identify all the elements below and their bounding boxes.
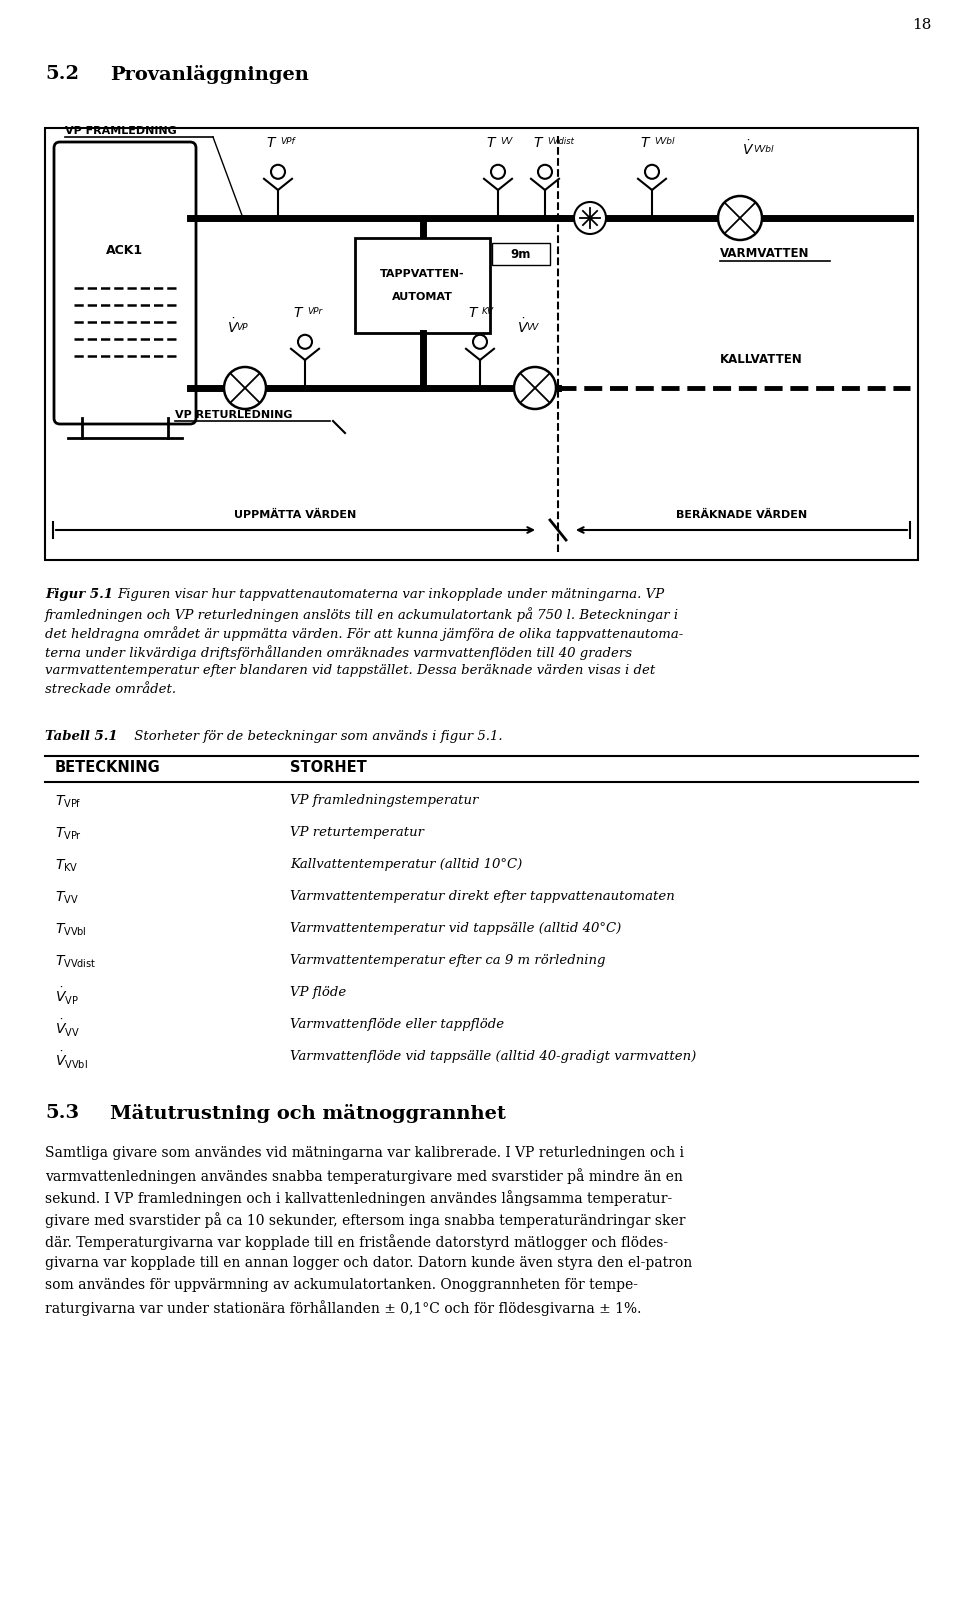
Circle shape: [574, 202, 606, 234]
Circle shape: [645, 165, 659, 179]
Circle shape: [718, 197, 762, 240]
Text: Samtliga givare som användes vid mätningarna var kalibrerade. I VP returledninge: Samtliga givare som användes vid mätning…: [45, 1145, 684, 1160]
Text: VV: VV: [526, 323, 539, 332]
Circle shape: [538, 165, 552, 179]
Text: KV: KV: [482, 306, 494, 316]
Text: $T$: $T$: [266, 135, 277, 150]
Circle shape: [271, 165, 285, 179]
Text: Figur 5.1: Figur 5.1: [45, 589, 118, 602]
Text: Varmvattentemperatur efter ca 9 m rörledning: Varmvattentemperatur efter ca 9 m rörled…: [290, 953, 606, 968]
Text: $T_{\mathrm{KV}}$: $T_{\mathrm{KV}}$: [55, 858, 79, 874]
Text: VPr: VPr: [307, 306, 323, 316]
Text: VARMVATTEN: VARMVATTEN: [720, 247, 809, 260]
Text: $T$: $T$: [533, 135, 544, 150]
Text: $\dot{V}_{\mathrm{VV}}$: $\dot{V}_{\mathrm{VV}}$: [55, 1018, 80, 1039]
Text: $T_{\mathrm{VPr}}$: $T_{\mathrm{VPr}}$: [55, 826, 82, 842]
Text: Provanläggningen: Provanläggningen: [110, 65, 309, 84]
Text: BERÄKNADE VÄRDEN: BERÄKNADE VÄRDEN: [676, 510, 807, 519]
Text: $T_{\mathrm{VVdist}}$: $T_{\mathrm{VVdist}}$: [55, 953, 96, 971]
Text: terna under likvärdiga driftsförhållanden omräknades varmvattenflöden till 40 gr: terna under likvärdiga driftsförhållande…: [45, 645, 632, 660]
Text: STORHET: STORHET: [290, 760, 367, 774]
Text: Varmvattenflöde vid tappsälle (alltid 40-gradigt varmvatten): Varmvattenflöde vid tappsälle (alltid 40…: [290, 1050, 696, 1063]
Text: Figuren visar hur tappvattenautomaterna var inkopplade under mätningarna. VP: Figuren visar hur tappvattenautomaterna …: [117, 589, 664, 602]
Text: $T_{\mathrm{VPf}}$: $T_{\mathrm{VPf}}$: [55, 794, 82, 810]
Text: BETECKNING: BETECKNING: [55, 760, 160, 774]
Circle shape: [473, 336, 487, 348]
Bar: [492, 244, 550, 265]
Text: UPPMÄTTA VÄRDEN: UPPMÄTTA VÄRDEN: [234, 510, 356, 519]
Circle shape: [224, 368, 266, 410]
Text: Tabell 5.1: Tabell 5.1: [45, 731, 118, 744]
Text: VVdist: VVdist: [547, 137, 574, 147]
Text: $T$: $T$: [639, 135, 651, 150]
Text: sekund. I VP framledningen och i kallvattenledningen användes långsamma temperat: sekund. I VP framledningen och i kallvat…: [45, 1190, 672, 1207]
Text: $\dot{V}_{\mathrm{VP}}$: $\dot{V}_{\mathrm{VP}}$: [55, 986, 79, 1007]
Text: $T$: $T$: [293, 306, 304, 319]
Text: VV: VV: [500, 137, 513, 147]
Text: ACK1: ACK1: [107, 244, 144, 256]
Text: VVbl: VVbl: [654, 137, 675, 147]
Text: AUTOMAT: AUTOMAT: [392, 292, 453, 302]
Circle shape: [491, 165, 505, 179]
Text: det heldragna området är uppmätta värden. För att kunna jämföra de olika tappvat: det heldragna området är uppmätta värden…: [45, 626, 684, 640]
Text: Storheter för de beteckningar som används i figur 5.1.: Storheter för de beteckningar som använd…: [130, 731, 503, 744]
Text: VVbl: VVbl: [753, 145, 774, 153]
Bar: [45, 127, 918, 560]
Text: $\dot{V}$: $\dot{V}$: [742, 139, 755, 158]
Text: Varmvattentemperatur direkt efter tappvattenautomaten: Varmvattentemperatur direkt efter tappva…: [290, 890, 675, 903]
Text: varmvattenledningen användes snabba temperaturgivare med svarstider på mindre än: varmvattenledningen användes snabba temp…: [45, 1168, 683, 1184]
Bar: [355, 239, 490, 332]
Text: $\dot{V}_{\mathrm{VVbl}}$: $\dot{V}_{\mathrm{VVbl}}$: [55, 1050, 88, 1071]
Circle shape: [298, 336, 312, 348]
Text: $T$: $T$: [486, 135, 497, 150]
Text: $T$: $T$: [468, 306, 479, 319]
Text: 5.3: 5.3: [45, 1103, 79, 1123]
Text: som användes för uppvärmning av ackumulatortanken. Onoggrannheten för tempe-: som användes för uppvärmning av ackumula…: [45, 1277, 638, 1292]
Text: VP FRAMLEDNING: VP FRAMLEDNING: [65, 126, 177, 135]
Text: Kallvattentemperatur (alltid 10°C): Kallvattentemperatur (alltid 10°C): [290, 858, 522, 871]
Text: VPf: VPf: [280, 137, 295, 147]
Text: Varmvattenflöde eller tappflöde: Varmvattenflöde eller tappflöde: [290, 1018, 504, 1031]
Text: Mätutrustning och mätnoggrannhet: Mätutrustning och mätnoggrannhet: [110, 1103, 506, 1123]
Text: $T_{\mathrm{VV}}$: $T_{\mathrm{VV}}$: [55, 890, 79, 907]
Text: VP returtemperatur: VP returtemperatur: [290, 826, 424, 839]
Circle shape: [514, 368, 556, 410]
Text: VP flöde: VP flöde: [290, 986, 347, 998]
Text: $T_{\mathrm{VVbl}}$: $T_{\mathrm{VVbl}}$: [55, 923, 86, 939]
Text: varmvattentemperatur efter blandaren vid tappstället. Dessa beräknade värden vis: varmvattentemperatur efter blandaren vid…: [45, 665, 656, 677]
Text: raturgivarna var under stationära förhållanden ± 0,1°C och för flödesgivarna ± 1: raturgivarna var under stationära förhål…: [45, 1300, 641, 1316]
Text: KALLVATTEN: KALLVATTEN: [720, 353, 803, 366]
Text: 18: 18: [913, 18, 932, 32]
Text: TAPPVATTEN-: TAPPVATTEN-: [380, 269, 465, 279]
Text: $\dot{V}$: $\dot{V}$: [227, 318, 239, 336]
Text: $\dot{V}$: $\dot{V}$: [517, 318, 529, 336]
Text: 5.2: 5.2: [45, 65, 79, 82]
Text: 9m: 9m: [511, 247, 531, 261]
FancyBboxPatch shape: [54, 142, 196, 424]
Text: VP framledningstemperatur: VP framledningstemperatur: [290, 794, 478, 806]
Text: där. Temperaturgivarna var kopplade till en fristående datorstyrd mätlogger och : där. Temperaturgivarna var kopplade till…: [45, 1234, 668, 1250]
Text: streckade området.: streckade området.: [45, 682, 176, 695]
Text: givarna var kopplade till en annan logger och dator. Datorn kunde även styra den: givarna var kopplade till en annan logge…: [45, 1257, 692, 1269]
Text: VP: VP: [236, 323, 248, 332]
Text: Varmvattentemperatur vid tappsälle (alltid 40°C): Varmvattentemperatur vid tappsälle (allt…: [290, 923, 621, 936]
Text: framledningen och VP returledningen anslöts till en ackumulatortank på 750 l. Be: framledningen och VP returledningen ansl…: [45, 606, 679, 623]
Text: VP RETURLEDNING: VP RETURLEDNING: [175, 410, 293, 419]
Text: givare med svarstider på ca 10 sekunder, eftersom inga snabba temperaturändringa: givare med svarstider på ca 10 sekunder,…: [45, 1211, 685, 1227]
